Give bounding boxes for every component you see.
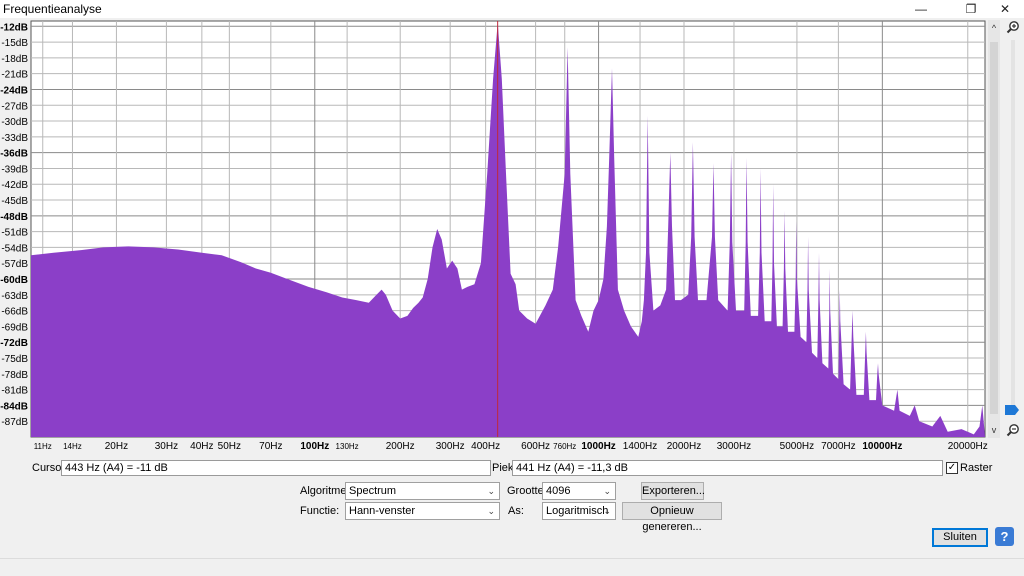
regenerate-button[interactable]: Opnieuw genereren...	[622, 502, 722, 533]
x-tick-label: 3000Hz	[717, 441, 751, 452]
algorithm-label: Algoritme:	[300, 485, 350, 497]
peak-label: Piek:	[492, 462, 517, 474]
y-tick-label: -66dB	[1, 307, 28, 318]
x-tick-label: 760Hz	[553, 442, 576, 451]
x-tick-label: 200Hz	[386, 441, 415, 452]
y-tick-label: -21dB	[1, 70, 28, 81]
close-window-button[interactable]: ✕	[999, 2, 1011, 16]
function-value: Hann-venster	[349, 505, 416, 517]
y-tick-label: -15dB	[1, 38, 28, 49]
x-tick-label: 14Hz	[63, 442, 82, 451]
x-tick-label: 20Hz	[105, 441, 128, 452]
grid-label: Raster	[960, 462, 993, 474]
close-button[interactable]: Sluiten	[932, 528, 988, 547]
x-axis-labels: 11Hz 14Hz 20Hz 30Hz 40Hz 50Hz 70Hz 100Hz 130Hz 20…	[34, 441, 988, 452]
y-tick-label: -87dB	[1, 417, 28, 428]
y-tick-label: -39dB	[1, 164, 28, 175]
x-tick-label: 130Hz	[336, 442, 359, 451]
y-tick-label: -42dB	[1, 180, 28, 191]
status-divider	[0, 558, 1024, 559]
zoom-slider-thumb[interactable]	[1005, 405, 1019, 415]
y-tick-label: -24dB	[0, 85, 28, 96]
y-tick-label: -12dB	[0, 22, 28, 33]
zoom-slider-track[interactable]	[1011, 40, 1015, 410]
chevron-down-icon: ⌄	[487, 506, 495, 516]
grid-checkbox[interactable]: ✓	[946, 462, 958, 474]
x-tick-label: 100Hz	[300, 441, 329, 452]
y-tick-label: -54dB	[1, 243, 28, 254]
y-tick-label: -45dB	[1, 196, 28, 207]
axis-label: As:	[508, 505, 524, 517]
window-title: Frequentieanalyse	[3, 2, 102, 16]
help-button[interactable]: ?	[995, 527, 1014, 546]
y-tick-label: -18dB	[1, 54, 28, 65]
x-tick-label: 40Hz	[190, 441, 213, 452]
spectrum-area	[31, 22, 985, 437]
x-tick-label: 1000Hz	[581, 441, 615, 452]
y-tick-label: -81dB	[1, 386, 28, 397]
x-tick-label: 10000Hz	[862, 441, 902, 452]
spectrum-plot[interactable]: -12dB -15dB -18dB -21dB -24dB -27dB -30dB -33dB…	[0, 18, 1024, 454]
x-tick-label: 20000Hz	[948, 441, 988, 452]
y-tick-label: -60dB	[0, 275, 28, 286]
x-tick-label: 2000Hz	[667, 441, 701, 452]
y-tick-label: -27dB	[1, 101, 28, 112]
vertical-scrollbar[interactable]: ^ v	[988, 20, 1000, 438]
size-value: 4096	[546, 485, 571, 497]
size-label: Grootte:	[507, 485, 547, 497]
title-bar: Frequentieanalyse — ❐ ✕	[0, 0, 1024, 18]
chevron-down-icon: ⌄	[603, 506, 611, 516]
x-tick-label: 7000Hz	[821, 441, 855, 452]
algorithm-value: Spectrum	[349, 485, 397, 497]
y-tick-label: -48dB	[0, 212, 28, 223]
scroll-down-arrow[interactable]: v	[991, 425, 997, 435]
y-tick-label: -33dB	[1, 133, 28, 144]
x-tick-label: 5000Hz	[780, 441, 814, 452]
y-tick-label: -36dB	[0, 149, 28, 160]
restore-button[interactable]: ❐	[965, 2, 977, 16]
algorithm-select[interactable]: Spectrum ⌄	[345, 482, 500, 500]
y-tick-label: -84dB	[0, 401, 28, 412]
cursor-label: Cursor:	[32, 462, 69, 474]
y-tick-label: -51dB	[1, 228, 28, 239]
zoom-in-icon[interactable]	[1006, 20, 1020, 34]
x-tick-label: 1400Hz	[623, 441, 657, 452]
export-button[interactable]: Exporteren...	[641, 482, 705, 500]
y-tick-label: -75dB	[1, 354, 28, 365]
x-tick-label: 50Hz	[218, 441, 241, 452]
y-tick-label: -30dB	[1, 117, 28, 128]
chevron-down-icon: ⌄	[603, 486, 611, 496]
y-tick-label: -69dB	[1, 322, 28, 333]
scrollbar-thumb[interactable]	[990, 42, 998, 414]
scroll-up-arrow[interactable]: ^	[991, 23, 997, 33]
axis-value: Logaritmisch	[546, 505, 609, 517]
function-label: Functie:	[300, 505, 340, 517]
x-tick-label: 600Hz	[521, 441, 550, 452]
x-tick-label: 30Hz	[155, 441, 178, 452]
zoom-out-icon[interactable]	[1006, 423, 1020, 437]
y-tick-label: -63dB	[1, 291, 28, 302]
x-tick-label: 400Hz	[471, 441, 500, 452]
y-tick-label: -78dB	[1, 370, 28, 381]
y-tick-label: -57dB	[1, 259, 28, 270]
x-tick-label: 70Hz	[259, 441, 282, 452]
x-tick-label: 11Hz	[34, 442, 52, 451]
chevron-down-icon: ⌄	[487, 486, 495, 496]
peak-readout: 441 Hz (A4) = -11,3 dB	[512, 460, 943, 476]
function-select[interactable]: Hann-venster ⌄	[345, 502, 500, 520]
y-axis-labels: -12dB -15dB -18dB -21dB -24dB -27dB -30dB -33dB…	[0, 22, 28, 428]
y-tick-label: -72dB	[0, 338, 28, 349]
cursor-readout: 443 Hz (A4) = -11 dB	[61, 460, 491, 476]
x-tick-label: 300Hz	[436, 441, 465, 452]
axis-select[interactable]: Logaritmisch ⌄	[542, 502, 616, 520]
size-select[interactable]: 4096 ⌄	[542, 482, 616, 500]
minimize-button[interactable]: —	[915, 2, 927, 16]
